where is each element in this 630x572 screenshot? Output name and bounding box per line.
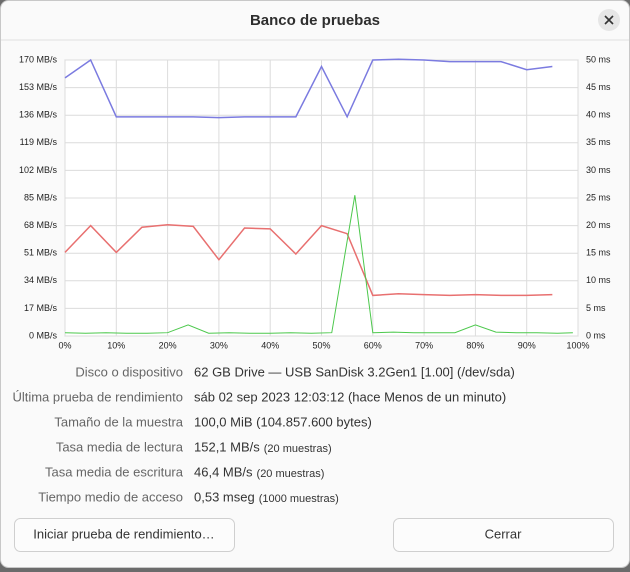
x-tick-label: 70% — [415, 340, 433, 350]
row-label: Tasa media de lectura — [56, 439, 184, 454]
row-value: 46,4 MB/s — [194, 464, 253, 479]
y2-tick-label: 15 ms — [586, 248, 611, 258]
start-button[interactable]: Iniciar prueba de rendimiento… — [14, 518, 235, 552]
y-tick-label: 68 MB/s — [24, 220, 58, 230]
row-label: Tiempo medio de acceso — [38, 489, 183, 504]
y-tick-label: 153 MB/s — [19, 82, 58, 92]
y2-tick-label: 40 ms — [586, 110, 611, 120]
x-tick-label: 80% — [466, 340, 484, 350]
row-note: (20 muestras) — [264, 443, 332, 455]
y-tick-label: 102 MB/s — [19, 165, 58, 175]
row-value: 62 GB Drive — USB SanDisk 3.2Gen1 [1.00]… — [194, 364, 515, 379]
row-label: Tasa media de escritura — [45, 464, 184, 479]
y-tick-label: 0 MB/s — [29, 330, 58, 340]
row-label: Última prueba de rendimiento — [12, 389, 183, 404]
x-tick-label: 30% — [210, 340, 228, 350]
y-tick-label: 119 MB/s — [20, 137, 58, 147]
y-tick-label: 34 MB/s — [24, 275, 58, 285]
row-note: (20 muestras) — [257, 468, 325, 480]
x-tick-label: 20% — [159, 340, 177, 350]
row-label: Disco o dispositivo — [75, 364, 183, 379]
y2-tick-label: 35 ms — [586, 137, 611, 147]
y2-tick-label: 50 ms — [586, 54, 611, 64]
y-tick-label: 170 MB/s — [19, 54, 58, 64]
y-tick-label: 85 MB/s — [24, 192, 58, 202]
dialog-title: Banco de pruebas — [250, 12, 380, 29]
y2-tick-label: 0 ms — [586, 330, 606, 340]
y2-tick-label: 10 ms — [586, 275, 611, 285]
y2-tick-label: 20 ms — [586, 220, 611, 230]
series-line — [64, 224, 553, 297]
series-line — [64, 195, 573, 334]
x-tick-label: 100% — [566, 340, 589, 350]
button-label: Iniciar prueba de rendimiento… — [33, 526, 214, 541]
x-tick-label: 60% — [364, 340, 382, 350]
series-line — [64, 58, 553, 119]
x-tick-label: 40% — [261, 340, 279, 350]
y2-tick-label: 45 ms — [586, 82, 611, 92]
y2-tick-label: 30 ms — [586, 165, 611, 175]
x-tick-label: 10% — [107, 340, 125, 350]
row-label: Tamaño de la muestra — [54, 414, 183, 429]
chart: 0 MB/s 17 MB/s 34 MB/s 51 MB/s 68 MB/s 85 MB/… — [19, 54, 611, 350]
row-note: (1000 muestras) — [259, 493, 339, 505]
button-label: Cerrar — [485, 526, 523, 541]
row-value: 152,1 MB/s — [194, 439, 260, 454]
row-value: 0,53 mseg — [194, 489, 255, 504]
y-tick-label: 51 MB/s — [24, 248, 58, 258]
y2-tick-label: 25 ms — [586, 192, 611, 202]
close-button[interactable] — [598, 9, 620, 31]
info-rows: Disco o dispositivo 62 GB Drive — USB San… — [12, 364, 514, 504]
row-value: sáb 02 sep 2023 12:03:12 (hace Menos de … — [194, 389, 506, 404]
close-dialog-button[interactable]: Cerrar — [393, 518, 614, 552]
y-tick-label: 17 MB/s — [24, 303, 58, 313]
x-tick-label: 0% — [58, 340, 71, 350]
x-tick-label: 90% — [518, 340, 536, 350]
x-tick-label: 50% — [312, 340, 330, 350]
y-tick-label: 136 MB/s — [19, 110, 58, 120]
row-value: 100,0 MiB (104.857.600 bytes) — [194, 414, 372, 429]
y2-tick-label: 5 ms — [586, 303, 606, 313]
